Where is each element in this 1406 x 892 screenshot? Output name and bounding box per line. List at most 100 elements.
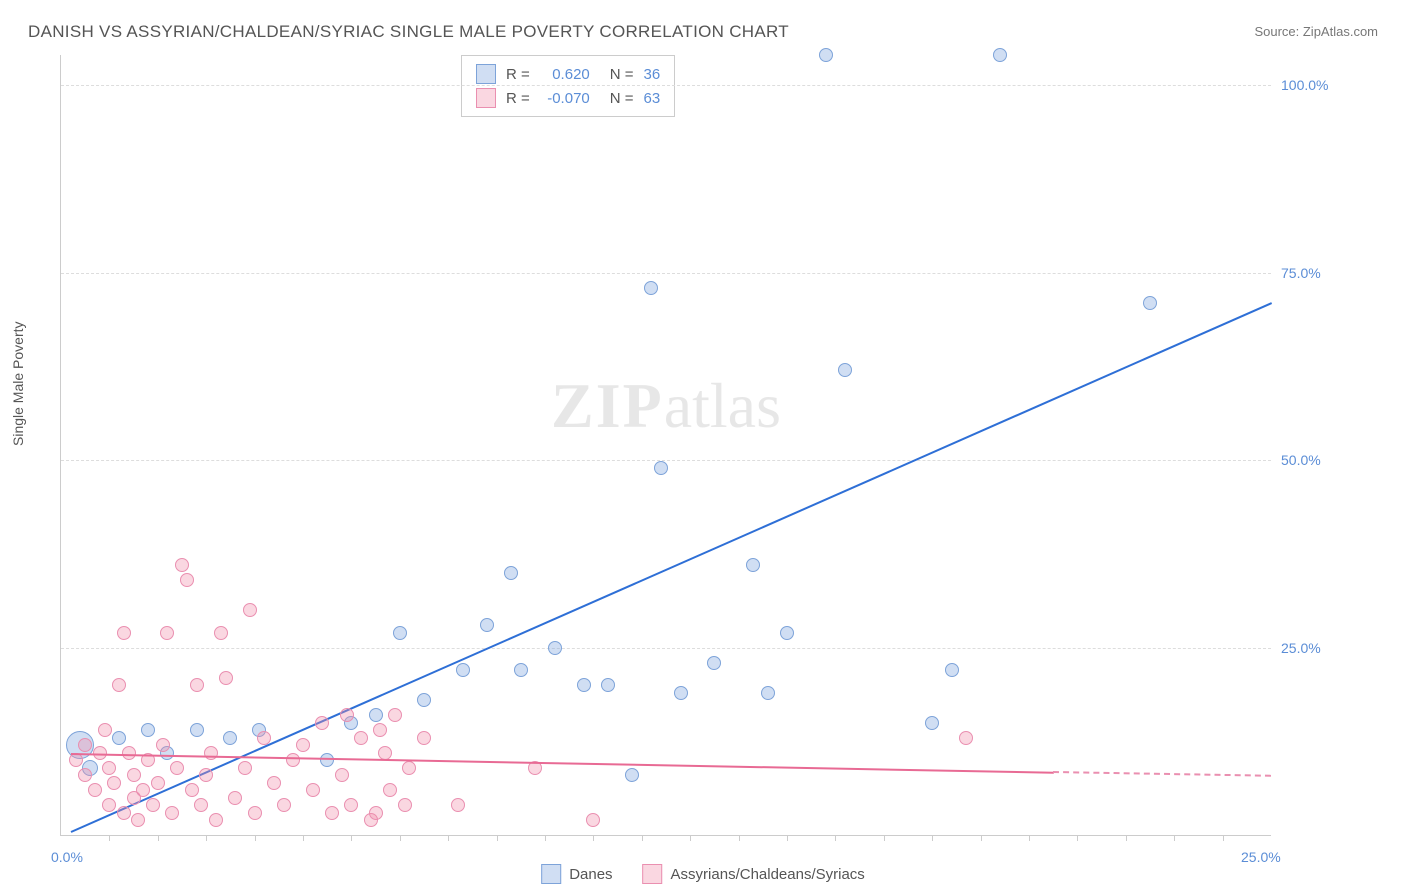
- scatter-point: [674, 686, 688, 700]
- xtick-label: 0.0%: [51, 849, 83, 865]
- scatter-point: [504, 566, 518, 580]
- scatter-point: [238, 761, 252, 775]
- ytick-label: 50.0%: [1281, 452, 1351, 468]
- xtick-mark: [932, 835, 933, 841]
- scatter-point: [1143, 296, 1157, 310]
- xtick-mark: [642, 835, 643, 841]
- n-value-assyrians: 63: [644, 90, 661, 107]
- swatch-danes: [476, 64, 496, 84]
- r-value-danes: 0.620: [540, 66, 590, 83]
- scatter-point: [214, 626, 228, 640]
- scatter-point: [373, 723, 387, 737]
- gridline: [61, 85, 1271, 86]
- scatter-point: [398, 798, 412, 812]
- ytick-label: 75.0%: [1281, 265, 1351, 281]
- watermark: ZIPatlas: [551, 369, 781, 443]
- xtick-mark: [1029, 835, 1030, 841]
- scatter-point: [369, 708, 383, 722]
- scatter-point: [185, 783, 199, 797]
- scatter-point: [175, 558, 189, 572]
- scatter-point: [156, 738, 170, 752]
- scatter-point: [707, 656, 721, 670]
- scatter-point: [223, 731, 237, 745]
- scatter-point: [654, 461, 668, 475]
- gridline: [61, 273, 1271, 274]
- scatter-point: [306, 783, 320, 797]
- legend-item-assyrians: Assyrians/Chaldeans/Syriacs: [643, 864, 865, 884]
- gridline: [61, 648, 1271, 649]
- scatter-point: [959, 731, 973, 745]
- scatter-point: [548, 641, 562, 655]
- scatter-point: [993, 48, 1007, 62]
- scatter-point: [819, 48, 833, 62]
- scatter-point: [112, 678, 126, 692]
- stats-row-danes: R = 0.620 N = 36: [476, 62, 660, 86]
- trend-line: [70, 303, 1271, 834]
- gridline: [61, 460, 1271, 461]
- scatter-point: [136, 783, 150, 797]
- scatter-point: [228, 791, 242, 805]
- scatter-point: [277, 798, 291, 812]
- scatter-point: [190, 723, 204, 737]
- scatter-point: [165, 806, 179, 820]
- legend: Danes Assyrians/Chaldeans/Syriacs: [541, 864, 865, 884]
- scatter-point: [190, 678, 204, 692]
- scatter-point: [102, 798, 116, 812]
- scatter-point: [194, 798, 208, 812]
- scatter-point: [577, 678, 591, 692]
- scatter-point: [388, 708, 402, 722]
- scatter-point: [127, 768, 141, 782]
- xtick-mark: [1126, 835, 1127, 841]
- legend-swatch-assyrians: [643, 864, 663, 884]
- xtick-mark: [981, 835, 982, 841]
- scatter-point: [480, 618, 494, 632]
- xtick-mark: [884, 835, 885, 841]
- scatter-point: [180, 573, 194, 587]
- scatter-point: [838, 363, 852, 377]
- scatter-point: [107, 776, 121, 790]
- scatter-point: [369, 806, 383, 820]
- source-attribution: Source: ZipAtlas.com: [1254, 24, 1378, 39]
- scatter-point: [315, 716, 329, 730]
- scatter-point: [141, 723, 155, 737]
- scatter-point: [383, 783, 397, 797]
- scatter-point: [122, 746, 136, 760]
- r-label: R =: [506, 66, 530, 83]
- scatter-point: [514, 663, 528, 677]
- ytick-label: 25.0%: [1281, 640, 1351, 656]
- watermark-zip: ZIP: [551, 370, 664, 441]
- xtick-mark: [545, 835, 546, 841]
- scatter-point: [102, 761, 116, 775]
- xtick-mark: [400, 835, 401, 841]
- scatter-point: [286, 753, 300, 767]
- xtick-mark: [690, 835, 691, 841]
- scatter-point: [451, 798, 465, 812]
- xtick-mark: [497, 835, 498, 841]
- n-label: N =: [610, 90, 634, 107]
- scatter-point: [117, 626, 131, 640]
- xtick-mark: [158, 835, 159, 841]
- y-axis-label: Single Male Poverty: [10, 321, 26, 446]
- scatter-point: [456, 663, 470, 677]
- scatter-point: [146, 798, 160, 812]
- scatter-point: [78, 768, 92, 782]
- xtick-mark: [593, 835, 594, 841]
- scatter-point: [325, 806, 339, 820]
- scatter-point: [209, 813, 223, 827]
- ytick-label: 100.0%: [1281, 77, 1351, 93]
- legend-swatch-danes: [541, 864, 561, 884]
- scatter-point: [601, 678, 615, 692]
- scatter-point: [78, 738, 92, 752]
- scatter-point: [925, 716, 939, 730]
- scatter-point: [378, 746, 392, 760]
- legend-label-danes: Danes: [569, 866, 612, 883]
- xtick-mark: [109, 835, 110, 841]
- swatch-assyrians: [476, 88, 496, 108]
- xtick-mark: [255, 835, 256, 841]
- xtick-mark: [448, 835, 449, 841]
- scatter-point: [393, 626, 407, 640]
- legend-item-danes: Danes: [541, 864, 612, 884]
- scatter-point: [170, 761, 184, 775]
- scatter-point: [160, 626, 174, 640]
- scatter-point: [344, 798, 358, 812]
